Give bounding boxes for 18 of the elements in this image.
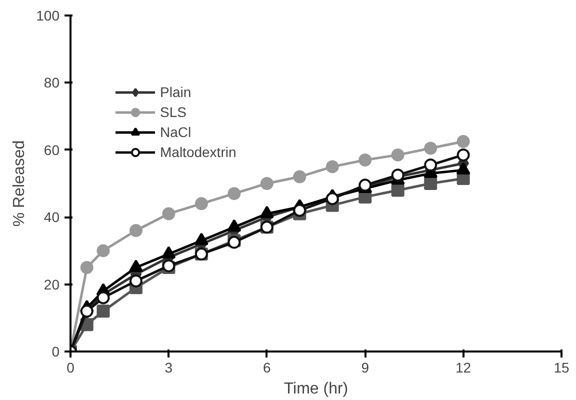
y-tick-label: 0 xyxy=(52,344,60,360)
x-tick-label: 6 xyxy=(263,360,272,376)
legend-label: SLS xyxy=(160,103,186,121)
y-tick-label: 40 xyxy=(44,209,60,226)
legend-label: Maltodextrin xyxy=(160,143,236,161)
legend-label: NaCl xyxy=(160,123,192,141)
x-axis-title: Time (hr) xyxy=(284,380,348,398)
x-tick-label: 0 xyxy=(66,360,75,376)
y-tick-label: 100 xyxy=(36,8,60,24)
legend-label: Plain xyxy=(160,83,192,101)
y-axis-title: % Released xyxy=(11,140,28,227)
y-tick-label: 80 xyxy=(44,74,60,91)
y-tick-label: 20 xyxy=(44,276,60,292)
x-tick-label: 12 xyxy=(456,360,472,376)
y-tick-label: 60 xyxy=(44,142,60,158)
x-tick-label: 3 xyxy=(164,360,173,376)
x-tick-label: 9 xyxy=(361,360,370,376)
x-tick-label: 15 xyxy=(554,360,570,376)
